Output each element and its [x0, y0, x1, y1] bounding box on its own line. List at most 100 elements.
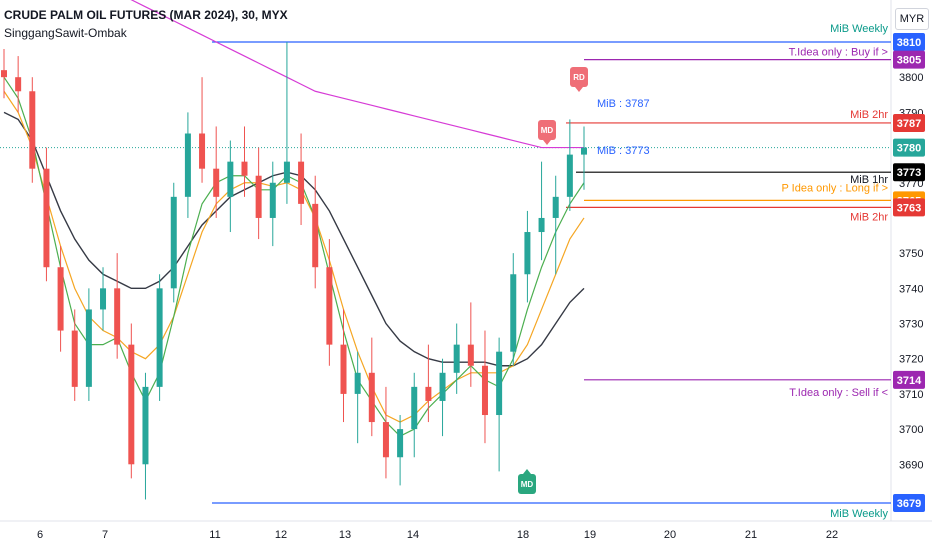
price-tick-label: 3690 — [899, 459, 923, 471]
candle-body — [552, 196, 559, 218]
time-tick-label: 20 — [664, 529, 676, 541]
buy-label: T.Idea only : Buy if > — [789, 47, 888, 59]
price-tick-label: 3720 — [899, 354, 923, 366]
candle-body — [170, 196, 177, 289]
price-tag-3805 — [893, 50, 925, 69]
time-tick-label: 7 — [102, 529, 108, 541]
marker-rd-pointer — [575, 87, 583, 92]
candle-body — [453, 344, 460, 373]
marker-md-top-text: MD — [541, 126, 554, 135]
mib-3773-text: MiB : 3773 — [597, 145, 650, 157]
candle-body — [467, 344, 474, 366]
time-tick-label: 14 — [407, 529, 419, 541]
candle-body — [128, 344, 135, 465]
candle-body — [481, 365, 488, 416]
markers: RD MD MD — [518, 67, 588, 494]
marker-rd — [570, 67, 588, 87]
ma-black-line — [3, 111, 585, 367]
ma-magenta-line — [130, 0, 584, 149]
marker-md-top-pointer — [543, 140, 551, 145]
price-tick-label: 3750 — [899, 248, 923, 260]
candle-body — [15, 77, 22, 92]
price-tick-label: 3740 — [899, 283, 923, 295]
price-tag-3773-text: 3773 — [897, 167, 921, 179]
candle-body — [71, 330, 78, 387]
candle-body — [269, 182, 276, 218]
candle-body — [312, 203, 319, 268]
marker-md-bottom-text: MD — [521, 480, 534, 489]
candle-body — [340, 344, 347, 394]
candle-body — [524, 232, 531, 275]
candle-body — [227, 161, 234, 197]
price-tag-3763 — [893, 198, 925, 217]
price-tag-3780-text: 3780 — [897, 143, 921, 155]
mib-3787-text: MiB : 3787 — [597, 98, 650, 110]
chart-title-block: CRUDE PALM OIL FUTURES (MAR 2024), 30, M… — [4, 6, 288, 42]
marker-md-bottom-pointer — [523, 469, 531, 474]
time-tick-label: 12 — [275, 529, 287, 541]
candle-body — [382, 422, 389, 458]
price-tag-3780 — [893, 138, 925, 157]
level-layer: MiB Weekly T.Idea only : Buy if > MiB 2hr M… — [0, 23, 891, 520]
time-tick-label: 21 — [745, 529, 757, 541]
candle-body — [581, 147, 587, 155]
price-tag-3810-text: 3810 — [897, 37, 921, 49]
price-tag-3787-text: 3787 — [897, 118, 921, 130]
candle-body — [538, 217, 545, 233]
candle-body — [425, 386, 432, 401]
price-tag-3787 — [893, 113, 925, 132]
long-label: P Idea only : Long if > — [781, 182, 888, 194]
candle-body — [114, 288, 121, 345]
sell-label: T.Idea only : Sell if < — [789, 387, 888, 399]
candle-body — [368, 372, 375, 423]
price-tag-3714 — [893, 370, 925, 389]
time-tick-label: 6 — [37, 529, 43, 541]
candle-body — [142, 386, 149, 465]
time-tick-label: 18 — [517, 529, 529, 541]
candle-body — [100, 288, 107, 310]
price-tag-3763-text: 3763 — [897, 202, 921, 214]
time-tick-label: 13 — [339, 529, 351, 541]
symbol-title: CRUDE PALM OIL FUTURES (MAR 2024), 30, M… — [4, 8, 288, 22]
time-tick-label: 11 — [209, 529, 220, 541]
price-tick-label: 3800 — [899, 72, 923, 84]
time-tick-label: 22 — [826, 529, 838, 541]
currency-button[interactable]: MYR — [895, 8, 929, 30]
mib-weekly-bottom-label: MiB Weekly — [830, 508, 888, 520]
candle-body — [199, 133, 206, 169]
candle-body — [354, 372, 361, 394]
candle-body — [85, 309, 92, 387]
candle-body — [326, 267, 333, 345]
candle-body — [566, 154, 573, 197]
candle-body — [57, 267, 64, 331]
price-tag-3810 — [893, 33, 925, 51]
candle-body — [255, 175, 262, 218]
marker-md-top — [538, 120, 556, 140]
price-tick-label: 3700 — [899, 424, 923, 436]
grid-layer — [0, 0, 932, 522]
candle-body — [496, 351, 503, 416]
candle-body — [411, 386, 418, 430]
candles — [1, 42, 587, 500]
candle-body — [283, 161, 290, 183]
candle-body — [213, 168, 220, 197]
candle-body — [156, 288, 163, 387]
candle-body — [1, 70, 7, 78]
candle-body — [43, 168, 50, 268]
indicator-name: SinggangSawit-Ombak — [4, 26, 127, 40]
mib2hr-top-label: MiB 2hr — [850, 109, 888, 121]
marker-rd-text: RD — [573, 73, 585, 82]
price-tag-3805-text: 3805 — [897, 55, 921, 67]
candle-body — [29, 91, 36, 169]
price-tag-3714-text: 3714 — [897, 375, 922, 387]
mib-weekly-top-label: MiB Weekly — [830, 23, 888, 35]
candle-body — [298, 161, 305, 204]
price-tag-3773 — [893, 163, 925, 182]
marker-md-bottom — [518, 474, 536, 494]
time-tick-label: 19 — [584, 529, 596, 541]
price-tick-label: 3730 — [899, 319, 923, 331]
price-tag-3679 — [893, 494, 925, 512]
candle-body — [510, 274, 517, 352]
